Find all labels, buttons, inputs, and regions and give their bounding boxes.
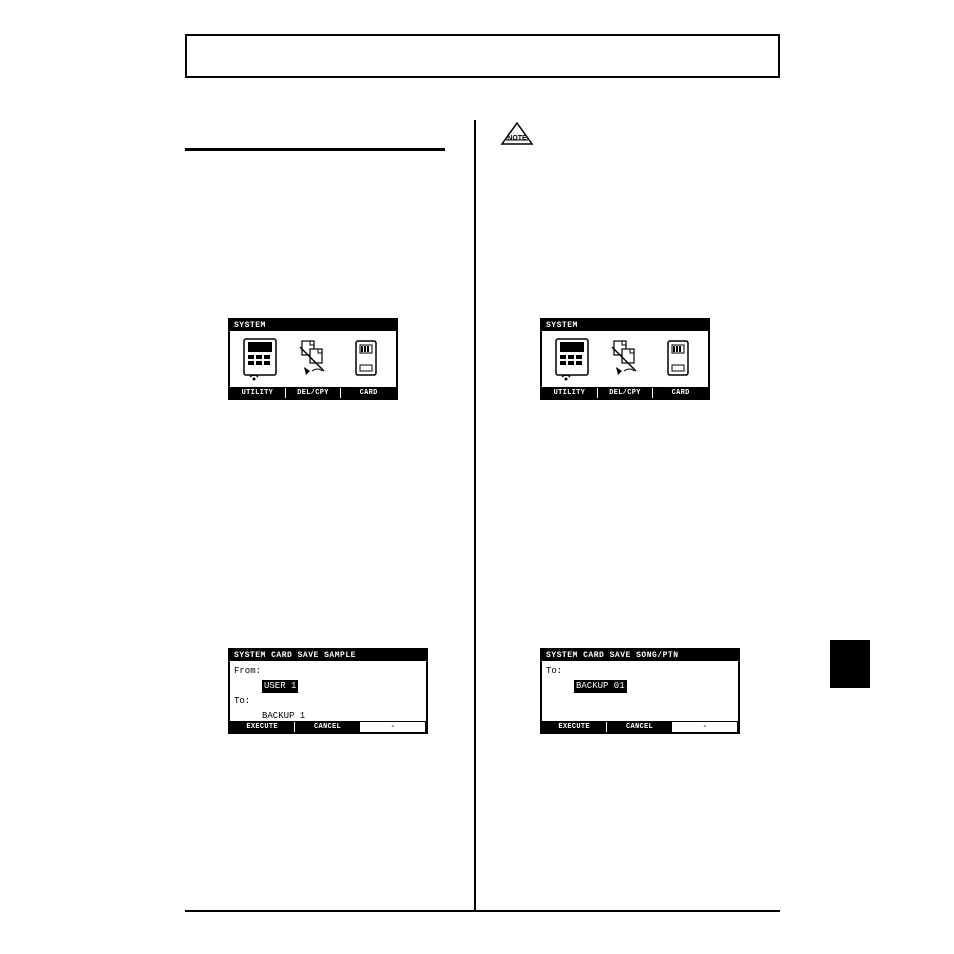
lcd-title: SYSTEM [542, 320, 708, 331]
lcd-tabs: EXECUTE CANCEL - [542, 721, 738, 732]
tab-blank: - [361, 722, 426, 732]
page-marker-square [830, 640, 870, 688]
tab-execute[interactable]: EXECUTE [542, 722, 607, 732]
tab-utility[interactable]: UTILITY [230, 388, 286, 398]
tab-cancel[interactable]: CANCEL [607, 722, 672, 732]
section-rule-left [185, 148, 445, 151]
lcd-body: From: USER 1 To: BACKUP 1 [230, 661, 426, 721]
lcd-tabs: UTILITY DEL/CPY CARD [542, 387, 708, 398]
note-label: NOTE [507, 135, 527, 142]
device-icon [552, 337, 592, 381]
transfer-icon [608, 337, 642, 381]
to-label: To: [546, 665, 734, 678]
lcd-tabs: UTILITY DEL/CPY CARD [230, 387, 396, 398]
from-label: From: [234, 665, 422, 678]
transfer-icon [296, 337, 330, 381]
tab-blank: - [673, 722, 738, 732]
to-value[interactable]: BACKUP 01 [574, 680, 627, 693]
column-divider [474, 120, 476, 910]
note-icon: NOTE [500, 122, 534, 146]
from-value[interactable]: USER 1 [262, 680, 298, 693]
lcd-icon-row [542, 331, 708, 387]
tab-delcpy[interactable]: DEL/CPY [598, 388, 654, 398]
lcd-title: SYSTEM CARD SAVE SONG/PTN [542, 650, 738, 661]
tab-execute[interactable]: EXECUTE [230, 722, 295, 732]
lcd-save-sample: SYSTEM CARD SAVE SAMPLE From: USER 1 To:… [228, 648, 428, 734]
tab-card[interactable]: CARD [341, 388, 396, 398]
lcd-title: SYSTEM CARD SAVE SAMPLE [230, 650, 426, 661]
tab-delcpy[interactable]: DEL/CPY [286, 388, 342, 398]
lcd-system-right: SYSTEM UTILITY DEL/CPY CARD [540, 318, 710, 400]
tab-utility[interactable]: UTILITY [542, 388, 598, 398]
lcd-title: SYSTEM [230, 320, 396, 331]
device-icon [240, 337, 280, 381]
card-icon [658, 337, 698, 381]
tab-card[interactable]: CARD [653, 388, 708, 398]
lcd-icon-row [230, 331, 396, 387]
header-box [185, 34, 780, 78]
to-label: To: [234, 695, 422, 708]
card-icon [346, 337, 386, 381]
to-value: BACKUP 1 [262, 710, 422, 723]
footer-rule [185, 910, 780, 912]
lcd-body: To: BACKUP 01 [542, 661, 738, 721]
tab-cancel[interactable]: CANCEL [295, 722, 360, 732]
lcd-system-left: SYSTEM UTILITY DEL/CPY CARD [228, 318, 398, 400]
lcd-save-songptn: SYSTEM CARD SAVE SONG/PTN To: BACKUP 01 … [540, 648, 740, 734]
